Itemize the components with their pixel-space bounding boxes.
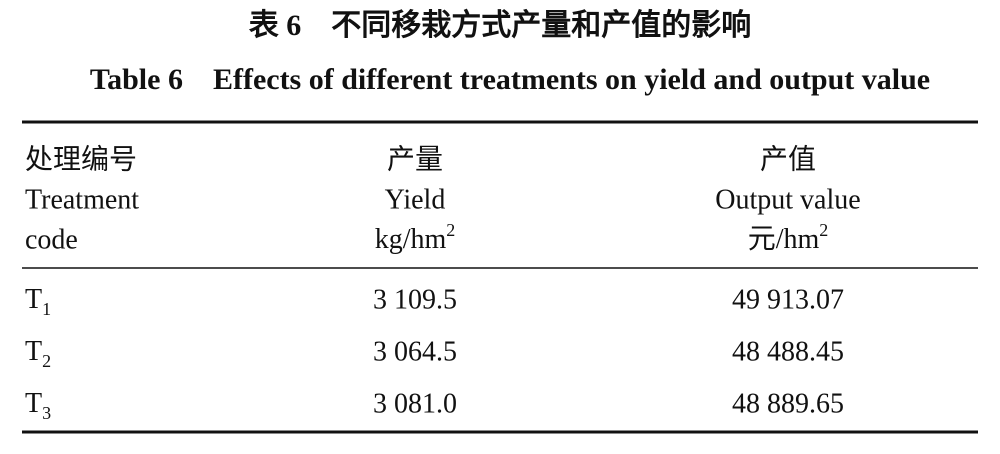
label-sub: 3 xyxy=(42,403,51,423)
header-line: 产量 xyxy=(387,143,443,175)
label-base: T xyxy=(25,336,42,367)
unit-text: kg/hm xyxy=(375,224,447,255)
label-sub: 2 xyxy=(42,351,51,371)
cell: 3 064.5 xyxy=(373,336,457,367)
unit-sup: 2 xyxy=(819,220,828,240)
header-line: code xyxy=(25,224,78,255)
title-en: Table 6 Effects of different treatments … xyxy=(90,63,930,96)
cell: 48 488.45 xyxy=(732,336,844,367)
header-line: Output value xyxy=(715,184,860,215)
header-unit: 元/hm2 xyxy=(748,220,829,255)
title-cn: 表 6 不同移栽方式产量和产值的影响 xyxy=(249,8,752,42)
unit-sup: 2 xyxy=(446,220,455,240)
unit-text: 元/hm xyxy=(748,224,820,255)
row-label: T3 xyxy=(25,388,51,423)
cell: 49 913.07 xyxy=(732,284,844,315)
header-line: Yield xyxy=(385,184,446,215)
header-line: 处理编号 xyxy=(25,143,137,175)
cell: 3 081.0 xyxy=(373,388,457,419)
cell: 3 109.5 xyxy=(373,284,457,315)
header-line: Treatment xyxy=(25,184,139,215)
label-sub: 1 xyxy=(42,299,51,319)
row-label: T2 xyxy=(25,336,51,371)
label-base: T xyxy=(25,284,42,315)
header-line: 产值 xyxy=(760,143,816,175)
cell: 48 889.65 xyxy=(732,388,844,419)
label-base: T xyxy=(25,388,42,419)
header-unit: kg/hm2 xyxy=(375,220,456,255)
row-label: T1 xyxy=(25,284,51,319)
